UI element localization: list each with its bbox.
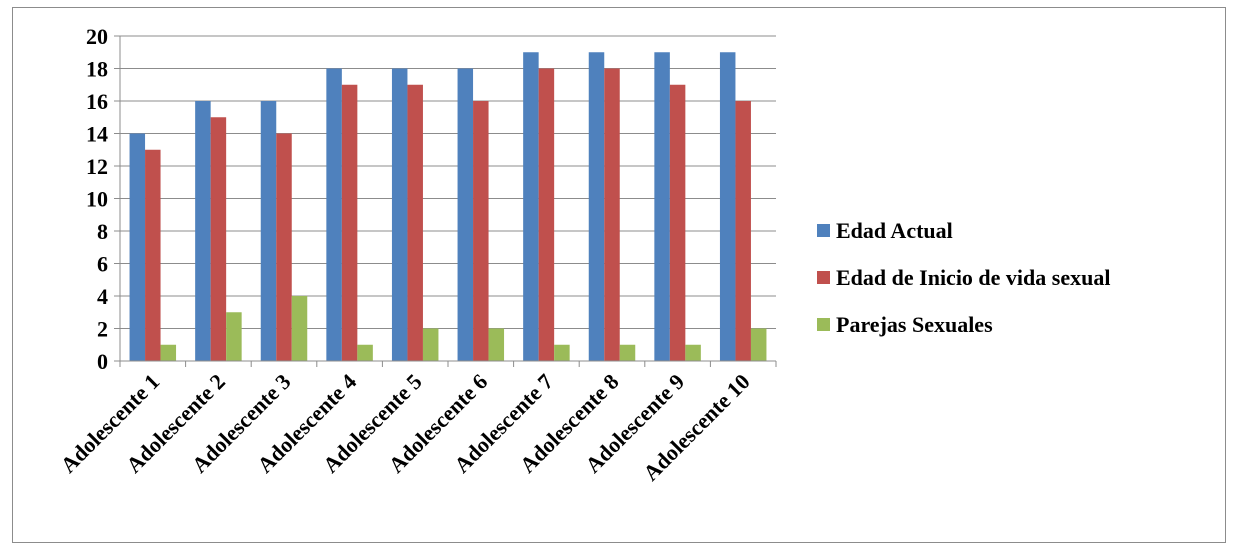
bar-edad-actual-5	[391, 68, 408, 361]
y-tick-label: 4	[97, 284, 108, 309]
bar-edad-actual-8	[588, 52, 605, 361]
bar-parejas-sexuales-2	[226, 312, 242, 361]
bar-edad-actual-6	[457, 68, 474, 361]
bar-edad-actual-3	[260, 101, 277, 361]
legend-swatch	[817, 224, 830, 237]
y-tick-label: 12	[86, 154, 108, 179]
bar-edad-de-inicio-de-vida-sexual-4	[341, 84, 358, 361]
y-tick-label: 8	[97, 219, 108, 244]
bar-parejas-sexuales-9	[685, 344, 701, 361]
bar-parejas-sexuales-4	[357, 344, 373, 361]
bar-edad-de-inicio-de-vida-sexual-1	[145, 149, 161, 361]
bars	[129, 52, 767, 361]
bar-parejas-sexuales-8	[619, 344, 636, 361]
y-tick-label: 20	[86, 24, 108, 49]
bar-edad-actual-4	[326, 68, 342, 361]
bar-edad-de-inicio-de-vida-sexual-7	[538, 68, 555, 361]
legend-swatch	[817, 271, 830, 284]
y-tick-label: 16	[86, 89, 108, 114]
bar-edad-de-inicio-de-vida-sexual-2	[210, 117, 227, 361]
bar-edad-de-inicio-de-vida-sexual-5	[407, 84, 423, 361]
legend-label: Parejas Sexuales	[836, 312, 993, 337]
bar-edad-actual-10	[719, 52, 736, 361]
bar-edad-de-inicio-de-vida-sexual-10	[735, 101, 751, 361]
y-tick-label: 10	[86, 187, 108, 212]
y-tick-label: 14	[86, 122, 108, 147]
bar-edad-actual-9	[654, 52, 670, 361]
bar-edad-de-inicio-de-vida-sexual-8	[604, 68, 620, 361]
legend-label: Edad Actual	[836, 218, 953, 243]
bar-edad-de-inicio-de-vida-sexual-6	[473, 101, 489, 361]
legend-label: Edad de Inicio de vida sexual	[836, 265, 1110, 290]
legend-swatch	[817, 318, 830, 331]
bar-edad-actual-1	[129, 133, 146, 361]
bar-edad-actual-2	[195, 101, 211, 361]
axes	[114, 35, 777, 367]
bar-parejas-sexuales-7	[554, 344, 570, 361]
y-tick-label: 2	[97, 317, 108, 342]
y-tick-label: 0	[97, 349, 108, 374]
y-tick-label: 6	[97, 252, 108, 277]
bar-parejas-sexuales-1	[160, 344, 177, 361]
bar-edad-de-inicio-de-vida-sexual-3	[276, 133, 292, 361]
bar-parejas-sexuales-10	[750, 328, 767, 361]
bar-edad-de-inicio-de-vida-sexual-9	[669, 84, 686, 361]
bar-parejas-sexuales-3	[291, 296, 308, 361]
legend: Edad Actual Edad de Inicio de vida sexual…	[817, 218, 1110, 337]
bar-parejas-sexuales-5	[422, 328, 439, 361]
y-tick-labels: 0 2 4 6 8 10 12 14 16 18 20	[86, 24, 108, 374]
bar-parejas-sexuales-6	[488, 328, 505, 361]
bar-edad-actual-7	[523, 52, 539, 361]
y-tick-label: 18	[86, 57, 108, 82]
